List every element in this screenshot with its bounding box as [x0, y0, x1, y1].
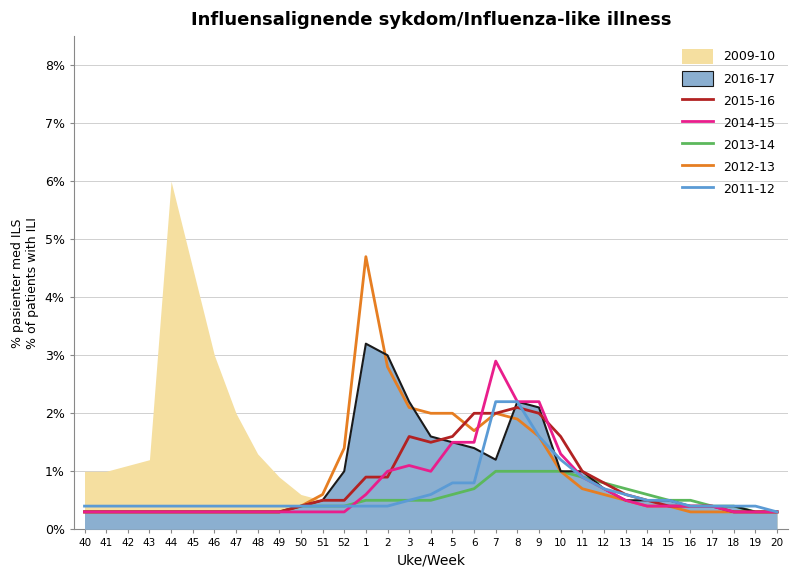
- X-axis label: Uke/Week: Uke/Week: [396, 554, 465, 568]
- Y-axis label: % pasienter med ILS
% of patients with ILI: % pasienter med ILS % of patients with I…: [11, 217, 39, 349]
- Legend: 2009-10, 2016-17, 2015-16, 2014-15, 2013-14, 2012-13, 2011-12: 2009-10, 2016-17, 2015-16, 2014-15, 2013…: [676, 42, 781, 203]
- Title: Influensalignende sykdom/Influenza-like illness: Influensalignende sykdom/Influenza-like …: [190, 11, 671, 29]
